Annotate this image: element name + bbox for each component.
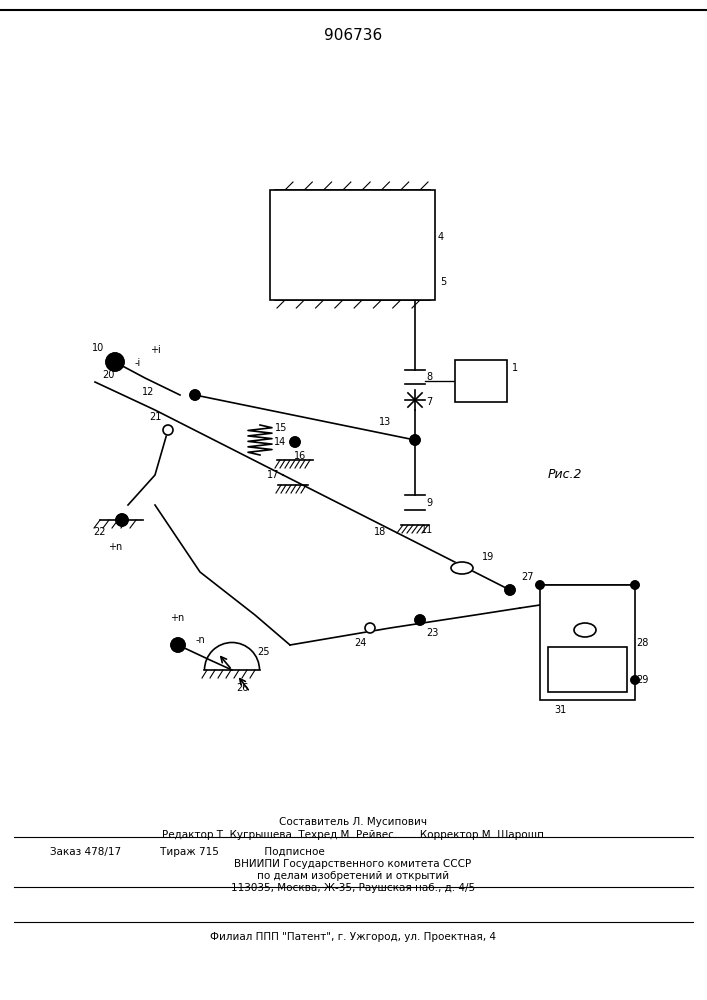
Text: Филиал ППП "Патент", г. Ужгород, ул. Проектная, 4: Филиал ППП "Патент", г. Ужгород, ул. Про… — [210, 932, 496, 942]
Circle shape — [190, 390, 200, 400]
Circle shape — [631, 581, 639, 589]
Text: 9: 9 — [426, 498, 432, 508]
Ellipse shape — [451, 562, 473, 574]
Circle shape — [171, 638, 185, 652]
Circle shape — [536, 581, 544, 589]
Text: 23: 23 — [426, 628, 438, 638]
Text: 30: 30 — [592, 613, 604, 623]
Text: 19: 19 — [482, 552, 494, 562]
Circle shape — [106, 353, 124, 371]
Text: 8: 8 — [426, 372, 432, 382]
Text: -n: -n — [195, 635, 205, 645]
Text: 5: 5 — [440, 277, 446, 287]
Bar — [455, 360, 507, 402]
Circle shape — [163, 425, 173, 435]
Bar — [540, 585, 635, 700]
Text: 27: 27 — [522, 572, 534, 582]
Text: 20: 20 — [102, 370, 115, 380]
Text: 4: 4 — [438, 232, 444, 242]
Text: 3: 3 — [327, 197, 333, 207]
Text: 10: 10 — [92, 343, 104, 353]
Text: 17: 17 — [267, 470, 279, 480]
Text: 2: 2 — [414, 197, 420, 207]
Text: 11: 11 — [421, 525, 433, 535]
Text: +n: +n — [170, 613, 184, 623]
Text: 25: 25 — [258, 647, 270, 657]
Text: 13: 13 — [379, 417, 391, 427]
Text: 29: 29 — [636, 675, 648, 685]
Text: -i: -i — [135, 358, 141, 368]
Text: 21: 21 — [148, 412, 161, 422]
Text: 12: 12 — [142, 387, 154, 397]
Circle shape — [415, 615, 425, 625]
Circle shape — [116, 514, 128, 526]
Text: 14: 14 — [274, 437, 286, 447]
Text: 906736: 906736 — [324, 27, 382, 42]
Text: 15: 15 — [275, 423, 287, 433]
Text: Составитель Л. Мусипович: Составитель Л. Мусипович — [279, 817, 427, 827]
Ellipse shape — [574, 623, 596, 637]
Circle shape — [365, 623, 375, 633]
Text: Редактор Т. Кугрышева  Техред М. Рейвес        Корректор М. Шарошп: Редактор Т. Кугрышева Техред М. Рейвес К… — [162, 830, 544, 840]
Circle shape — [290, 437, 300, 447]
Text: 31: 31 — [554, 705, 566, 715]
Bar — [270, 190, 435, 300]
Text: 28: 28 — [636, 638, 648, 648]
Text: Рис.2: Рис.2 — [548, 468, 583, 482]
Circle shape — [631, 676, 639, 684]
Text: 7: 7 — [426, 397, 432, 407]
Text: 16: 16 — [294, 451, 306, 461]
Text: 18: 18 — [374, 527, 386, 537]
Bar — [548, 647, 627, 692]
Text: Заказ 478/17            Тираж 715              Подписное: Заказ 478/17 Тираж 715 Подписное — [50, 847, 325, 857]
Text: +i: +i — [150, 345, 160, 355]
Text: по делам изобретений и открытий: по делам изобретений и открытий — [257, 871, 449, 881]
Text: +n: +n — [108, 542, 122, 552]
Text: ВНИИПИ Государственного комитета СССР: ВНИИПИ Государственного комитета СССР — [235, 859, 472, 869]
Text: 6: 6 — [289, 197, 295, 207]
Text: 22: 22 — [94, 527, 106, 537]
Circle shape — [410, 435, 420, 445]
Text: 26: 26 — [236, 683, 248, 693]
Text: 1: 1 — [512, 363, 518, 373]
Text: 113035, Москва, Ж-35, Раушская наб., д. 4/5: 113035, Москва, Ж-35, Раушская наб., д. … — [231, 883, 475, 893]
Circle shape — [505, 585, 515, 595]
Text: 24: 24 — [354, 638, 366, 648]
